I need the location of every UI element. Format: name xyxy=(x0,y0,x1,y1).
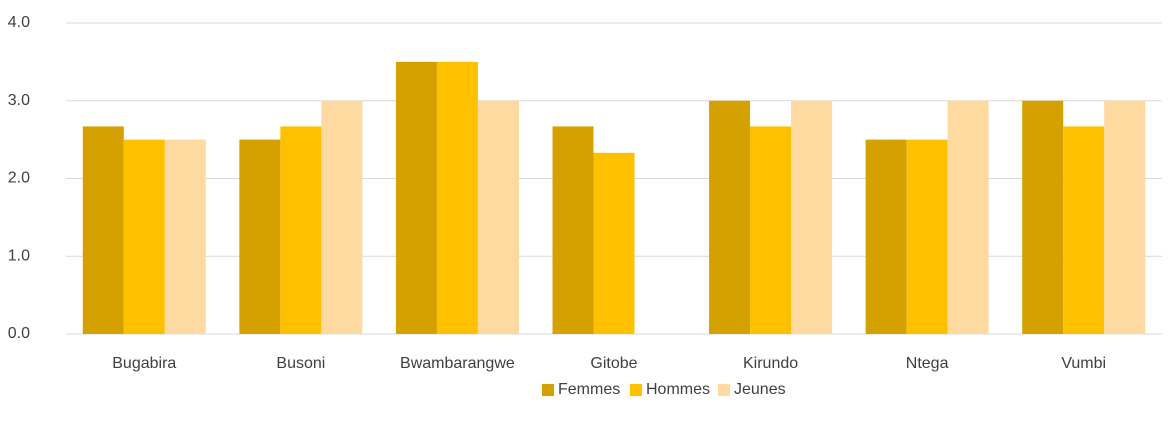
bar xyxy=(164,139,206,334)
y-tick-label: 3.0 xyxy=(8,92,30,109)
bar xyxy=(82,126,124,334)
x-tick-label: Vumbi xyxy=(1061,355,1106,372)
y-tick-label: 2.0 xyxy=(8,170,30,187)
bar xyxy=(791,100,833,334)
bar xyxy=(1022,100,1064,334)
bar xyxy=(593,152,635,334)
legend-swatch xyxy=(718,384,730,396)
y-tick-label: 1.0 xyxy=(8,247,30,264)
bar xyxy=(750,126,792,334)
bar xyxy=(395,61,437,334)
legend-swatch xyxy=(542,384,554,396)
y-tick-label: 0.0 xyxy=(8,325,30,342)
bar xyxy=(552,126,594,334)
bar xyxy=(709,100,751,334)
x-tick-label: Gitobe xyxy=(590,355,637,372)
bar xyxy=(123,139,165,334)
y-tick-label: 4.0 xyxy=(8,14,30,31)
x-tick-label: Ntega xyxy=(906,355,949,372)
x-tick-label: Kirundo xyxy=(743,355,798,372)
x-tick-label: Busoni xyxy=(276,355,325,372)
bar xyxy=(436,61,478,334)
bar xyxy=(1104,100,1146,334)
bar xyxy=(947,100,989,334)
bar xyxy=(865,139,907,334)
x-tick-label: Bwambarangwe xyxy=(400,355,515,372)
legend-label: Hommes xyxy=(646,381,710,398)
legend-label: Femmes xyxy=(558,381,620,398)
bar xyxy=(906,139,948,334)
bar xyxy=(477,100,519,334)
x-tick-label: Bugabira xyxy=(112,355,176,372)
bar xyxy=(321,100,363,334)
bar xyxy=(239,139,281,334)
legend-label: Jeunes xyxy=(734,381,786,398)
bar xyxy=(1063,126,1105,334)
legend-swatch xyxy=(630,384,642,396)
bar xyxy=(280,126,322,334)
